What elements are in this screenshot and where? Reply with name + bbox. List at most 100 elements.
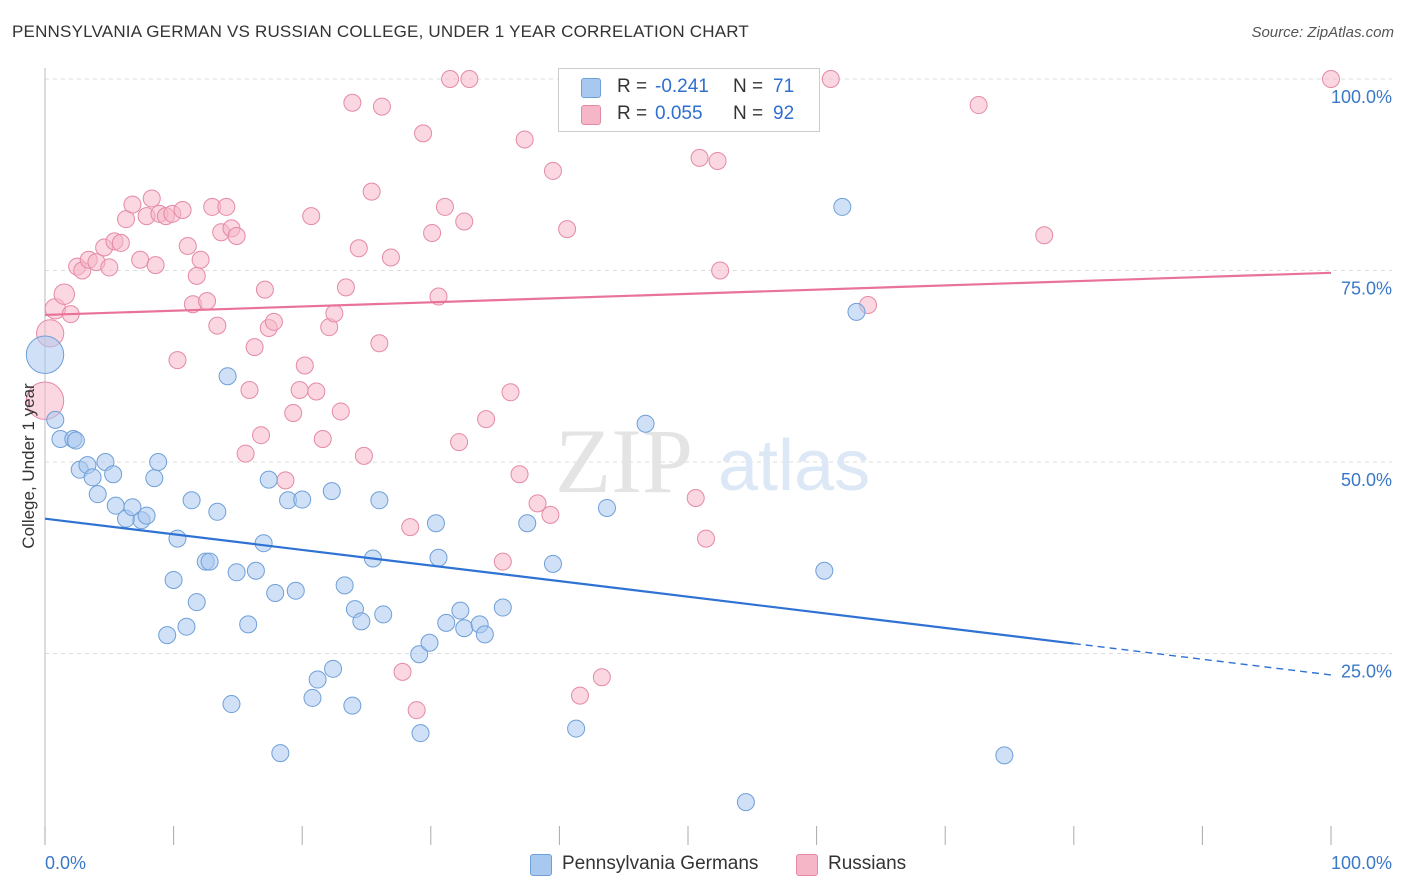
pennsylvania-german-point [352,612,371,631]
y-tick-label: 100.0% [1331,87,1392,107]
x-tick-label: 100.0% [1331,853,1392,873]
russian-point [295,356,314,375]
russian-point [493,552,512,571]
legend-r-label: R = [617,103,648,124]
legend-r-value: 0.055 [655,103,703,124]
y-tick-label: 75.0% [1341,279,1392,299]
russian-point [455,212,474,231]
pennsylvania-german-point [303,688,322,707]
pennsylvania-german-point [66,431,85,450]
russian-point [460,70,479,88]
russian-point [558,220,577,239]
russian-point [208,316,227,335]
y-tick-label: 25.0% [1341,662,1392,682]
pennsylvania-german-point [995,746,1014,765]
russian-point [686,489,705,508]
pennsylvania-german-point [374,605,393,624]
pennsylvania-german-point [343,696,362,715]
pennsylvania-german-point [493,598,512,617]
russian-point [111,233,130,252]
pennsylvania-german-point [293,490,312,509]
russian-point [690,148,709,167]
russian-point [217,197,236,216]
pennsylvania-german-point [475,625,494,644]
russian-point [142,189,161,208]
russian-point [515,130,534,149]
russian-point [236,444,255,463]
russian-point [821,70,840,88]
russian-point [372,97,391,116]
y-axis-label: College, Under 1 year [19,383,38,549]
pennsylvania-german-point [259,470,278,489]
pennsylvania-german-point [324,659,343,678]
russian-point [290,380,309,399]
pennsylvania-german-point [322,482,341,501]
pennsylvania-german-point [145,469,164,488]
russian-point [245,338,264,357]
pennsylvania-german-point [227,563,246,582]
russian-point [252,426,271,445]
russian-point [708,151,727,170]
points-layer [25,70,1340,812]
pennsylvania-german-point [239,615,258,634]
russian-point [543,161,562,180]
russian-point [477,410,496,429]
pennsylvania-german-point [158,626,177,645]
russian-point [227,227,246,246]
pennsylvania-german-trendline [44,517,1074,645]
series-label: Russians [828,853,907,874]
pennsylvania-german-point [254,534,273,553]
russian-point [370,334,389,353]
pennsylvania-german-point [137,506,156,525]
russian-point [313,430,332,449]
russian-point [510,465,529,484]
legend-r-value: -0.241 [655,76,709,97]
pennsylvania-german-point [187,593,206,612]
russian-point [191,250,210,269]
y-tick-label: 50.0% [1341,470,1392,490]
russian-point [331,402,350,421]
legend-n-label: N = [733,103,764,124]
russian-point [697,529,716,548]
pennsylvania-german-point [218,367,237,386]
legend-swatch-pink [581,105,601,125]
russian-point [362,182,381,201]
pennsylvania-german-point [266,583,285,602]
russian-point [53,283,75,305]
russian-point [131,250,150,269]
russian-point [168,351,187,370]
legend-n-value: 92 [773,103,795,124]
russian-point [264,312,283,331]
russian-point [240,380,259,399]
pennsylvania-german-point [518,514,537,533]
russian-point [393,662,412,681]
russian-point [349,239,368,258]
pennsylvania-german-point [123,498,142,517]
pennsylvania-german-point [271,744,290,763]
pennsylvania-german-point [833,197,852,216]
russian-point [528,494,547,513]
x-tick-label: 0.0% [45,853,86,873]
axis-layer: 25.0% 50.0% 75.0% 100.0% 0.0% 100.0% [44,68,1392,873]
russian-point [307,382,326,401]
pennsylvania-german-point [177,617,196,636]
pennsylvania-german-point [83,468,102,487]
russian-point [501,383,520,402]
russian-point [1322,70,1340,88]
pennsylvania-german-point [543,554,562,573]
russian-point [450,433,469,452]
pennsylvania-german-point [335,576,354,595]
pennsylvania-german-point [246,561,265,580]
pennsylvania-german-point [208,502,227,521]
pennsylvania-german-point [370,491,389,510]
pennsylvania-german-point [25,335,65,374]
pennsylvania-german-point [308,670,327,689]
watermark-atlas: atlas [718,426,870,506]
chart-source: Source: ZipAtlas.com [1251,24,1394,41]
pennsylvania-german-point [410,645,429,664]
pennsylvania-german-point [429,548,448,567]
pennsylvania-german-point [182,491,201,510]
russian-point [255,280,274,299]
chart-title: PENNSYLVANIA GERMAN VS RUSSIAN COLLEGE, … [12,22,749,41]
russian-point [302,207,321,226]
